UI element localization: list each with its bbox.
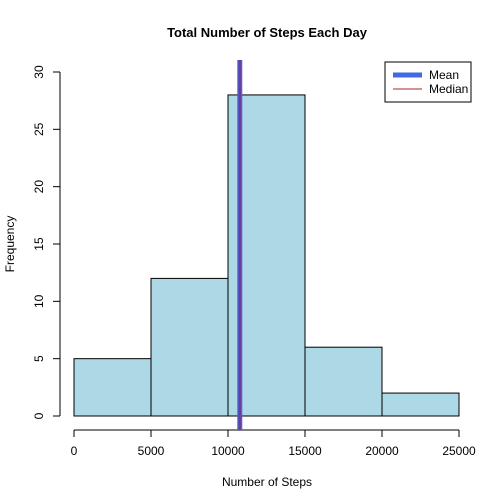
y-axis-label: Frequency bbox=[3, 216, 17, 273]
x-tick-label: 5000 bbox=[138, 444, 165, 458]
chart-title: Total Number of Steps Each Day bbox=[167, 25, 368, 40]
y-tick-label: 20 bbox=[32, 180, 46, 194]
y-tick-label: 30 bbox=[32, 65, 46, 79]
x-tick-label: 10000 bbox=[211, 444, 245, 458]
x-axis: 0 5000 10000 15000 20000 25000 bbox=[71, 429, 476, 458]
y-axis: 0 5 10 15 20 25 30 bbox=[32, 65, 61, 419]
x-tick-label: 0 bbox=[71, 444, 78, 458]
x-tick-label: 25000 bbox=[442, 444, 476, 458]
x-tick-label: 15000 bbox=[288, 444, 322, 458]
y-tick-label: 10 bbox=[32, 294, 46, 308]
histogram-bar-3 bbox=[304, 346, 383, 417]
histogram-bar-4 bbox=[381, 392, 460, 417]
y-tick-label: 15 bbox=[32, 237, 46, 251]
y-tick-label: 0 bbox=[32, 412, 46, 419]
legend-box bbox=[384, 61, 472, 103]
x-axis-label: Number of Steps bbox=[222, 475, 312, 489]
x-tick-label: 20000 bbox=[365, 444, 399, 458]
y-tick-label: 5 bbox=[32, 355, 46, 362]
legend-label-mean: Mean bbox=[429, 68, 459, 82]
legend-label-median: Median bbox=[429, 82, 468, 96]
bars-group bbox=[73, 94, 460, 417]
histogram-bar-1 bbox=[150, 277, 229, 417]
y-tick-label: 25 bbox=[32, 122, 46, 136]
histogram-bar-0 bbox=[73, 358, 152, 417]
